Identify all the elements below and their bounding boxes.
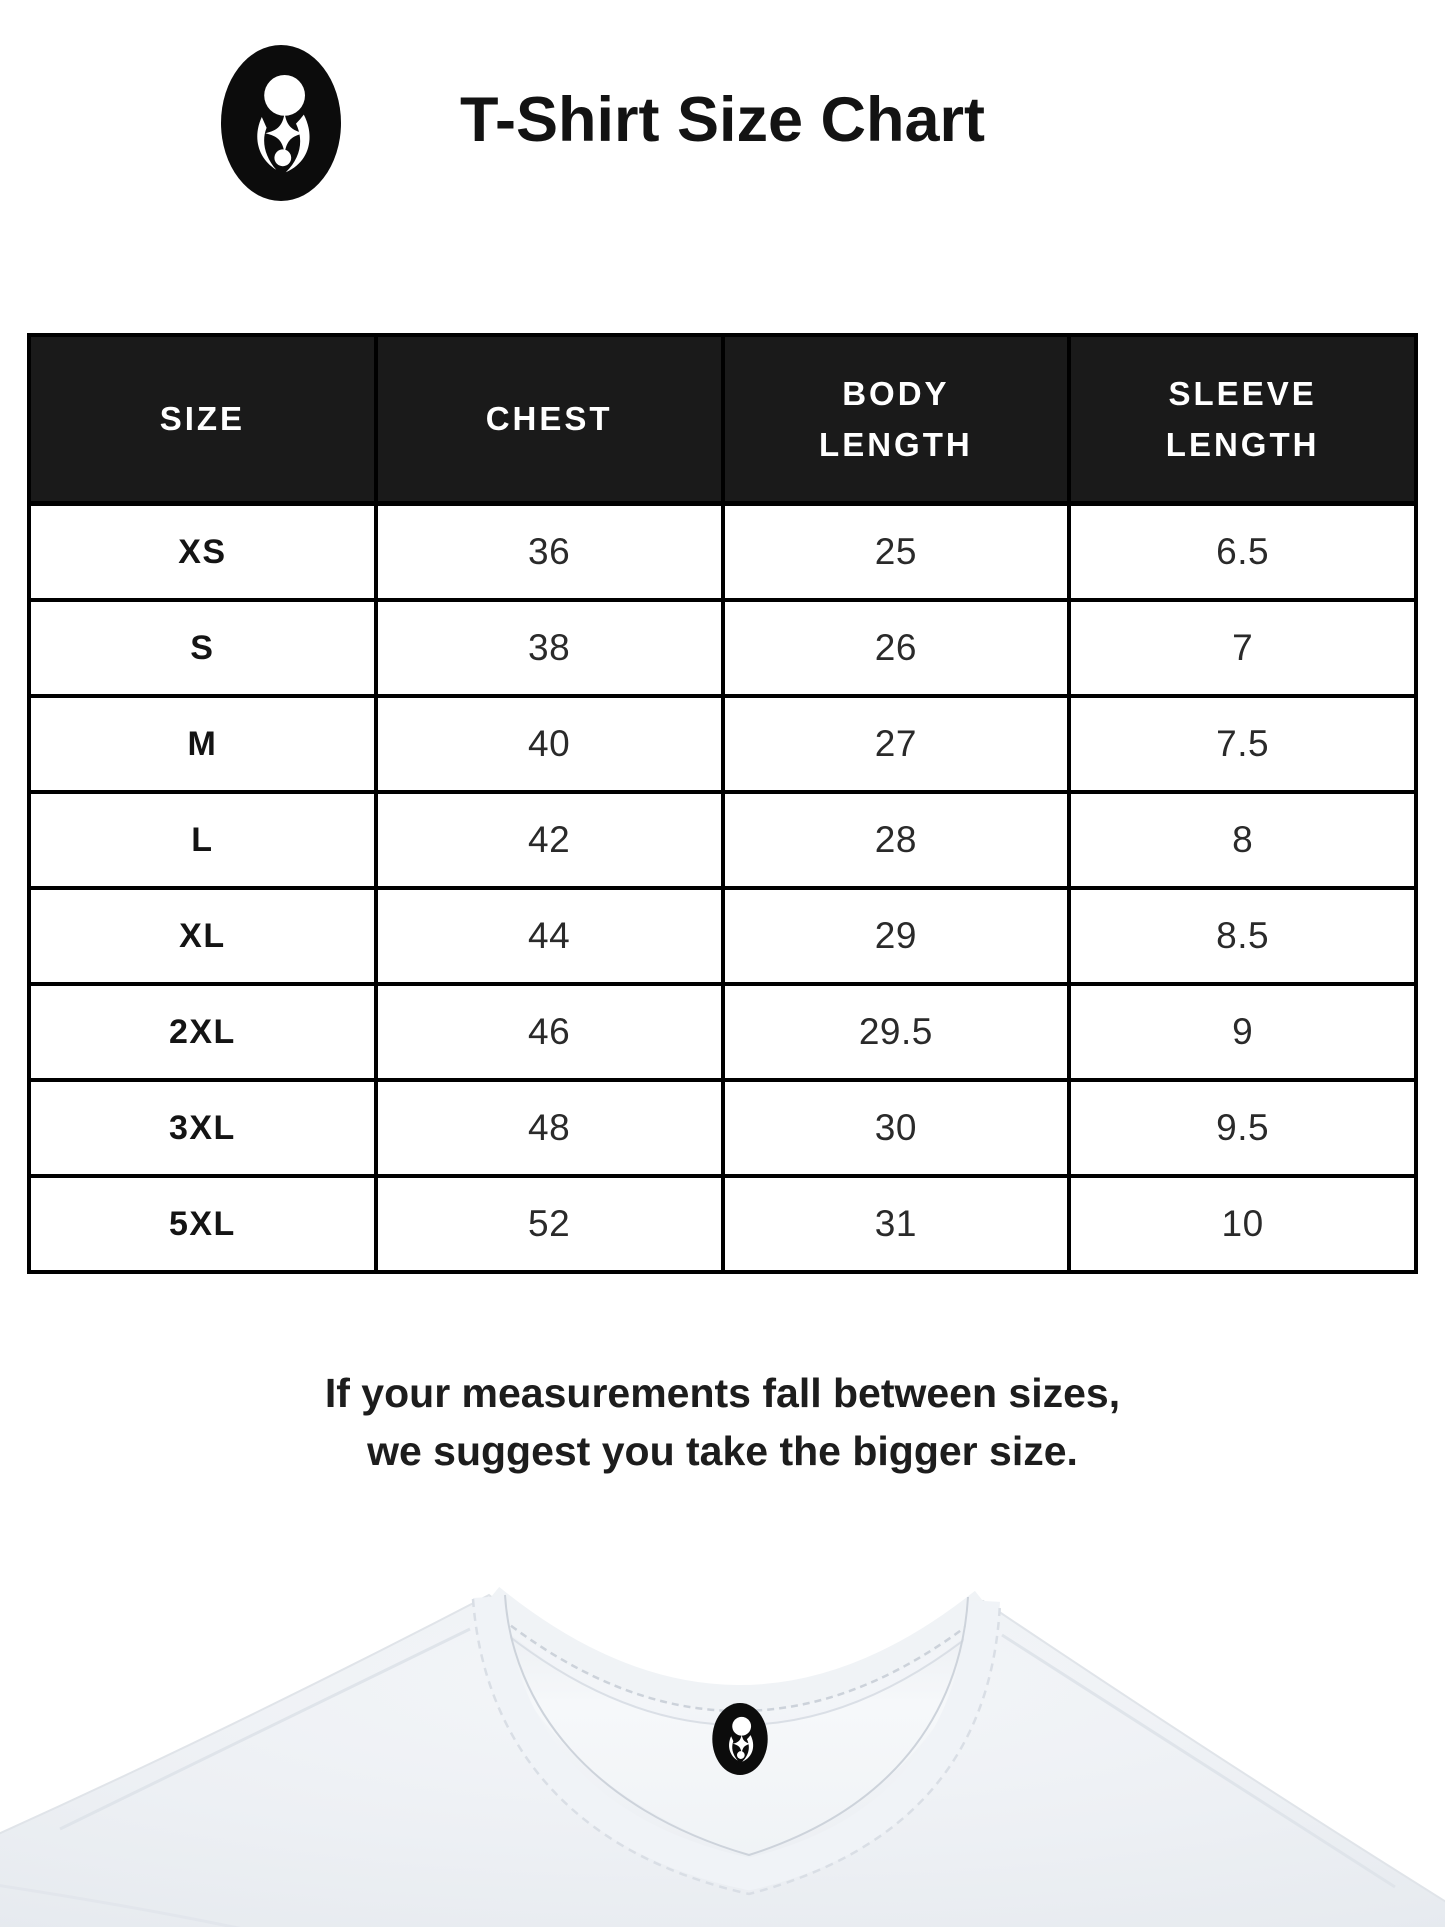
right-shoulder-seam xyxy=(1001,1633,1396,1889)
table-row: XL 44 29 8.5 xyxy=(27,886,1418,986)
body-length-cell: 27 xyxy=(720,694,1072,794)
size-cell: L xyxy=(27,790,378,890)
sleeve-length-cell: 8.5 xyxy=(1067,886,1418,986)
sleeve-length-cell: 10 xyxy=(1067,1174,1418,1274)
column-header-sleeve-length: SLEEVE LENGTH xyxy=(1067,333,1418,506)
sleeve-length-cell: 7 xyxy=(1067,598,1418,698)
chest-cell: 38 xyxy=(373,598,725,698)
body-length-cell: 28 xyxy=(720,790,1072,890)
column-header-body-length: BODY LENGTH xyxy=(720,333,1072,506)
sleeve-length-cell: 7.5 xyxy=(1067,694,1418,794)
front-collar-band xyxy=(473,1595,1000,1891)
sleeve-length-cell: 6.5 xyxy=(1067,501,1418,602)
table-row: S 38 26 7 xyxy=(27,598,1418,698)
sleeve-length-cell: 9.5 xyxy=(1067,1078,1418,1178)
column-header-size: SIZE xyxy=(27,333,378,506)
body-length-cell: 31 xyxy=(720,1174,1072,1274)
size-cell: 3XL xyxy=(27,1078,378,1178)
tshirt-graphic xyxy=(0,1587,1445,1927)
chest-cell: 44 xyxy=(373,886,725,986)
back-collar-band xyxy=(482,1587,992,1711)
fabric-crease xyxy=(0,1884,241,1927)
table-row: 3XL 48 30 9.5 xyxy=(27,1078,1418,1178)
sleeve-length-cell: 9 xyxy=(1067,982,1418,1082)
table-row: 2XL 46 29.5 9 xyxy=(27,982,1418,1082)
size-cell: XS xyxy=(27,501,378,602)
size-cell: XL xyxy=(27,886,378,986)
table-row: 5XL 52 31 10 xyxy=(27,1174,1418,1274)
column-header-chest: CHEST xyxy=(373,333,725,506)
collar-brand-logo-icon xyxy=(712,1703,768,1775)
size-cell: 5XL xyxy=(27,1174,378,1274)
front-collar-outer-stitch xyxy=(471,1598,1002,1896)
sizing-note-line2: we suggest you take the bigger size. xyxy=(367,1428,1078,1475)
sizing-note: If your measurements fall between sizes,… xyxy=(0,1364,1445,1480)
sleeve-length-cell: 8 xyxy=(1067,790,1418,890)
size-chart-table: SIZE CHEST BODY LENGTH SLEEVE LENGTH XS 3… xyxy=(27,333,1418,1274)
body-length-cell: 25 xyxy=(720,501,1072,602)
chest-cell: 46 xyxy=(373,982,725,1082)
table-row: M 40 27 7.5 xyxy=(27,694,1418,794)
size-cell: 2XL xyxy=(27,982,378,1082)
chest-cell: 40 xyxy=(373,694,725,794)
chest-cell: 48 xyxy=(373,1078,725,1178)
chest-cell: 52 xyxy=(373,1174,725,1274)
size-cell: M xyxy=(27,694,378,794)
left-shoulder-seam xyxy=(59,1627,471,1831)
body-length-cell: 26 xyxy=(720,598,1072,698)
table-header: SIZE CHEST BODY LENGTH SLEEVE LENGTH xyxy=(27,333,1418,506)
page-title: T-Shirt Size Chart xyxy=(459,85,986,155)
size-cell: S xyxy=(27,598,378,698)
table-row: XS 36 25 6.5 xyxy=(27,501,1418,602)
table-body: XS 36 25 6.5 S 38 26 7 M 40 27 7.5 L 42 28 8 XL 44 29 8.5 2X… xyxy=(27,501,1418,1274)
header-row: SIZE CHEST BODY LENGTH SLEEVE LENGTH xyxy=(27,333,1418,506)
body-length-cell: 29.5 xyxy=(720,982,1072,1082)
front-collar-inner-edge xyxy=(504,1594,969,1857)
body-length-cell: 30 xyxy=(720,1078,1072,1178)
sizing-note-line1: If your measurements fall between sizes, xyxy=(324,1370,1121,1416)
table-row: L 42 28 8 xyxy=(27,790,1418,890)
chest-cell: 42 xyxy=(373,790,725,890)
chest-cell: 36 xyxy=(373,501,725,602)
body-length-cell: 29 xyxy=(720,886,1072,986)
tshirt-image xyxy=(0,1587,1445,1927)
